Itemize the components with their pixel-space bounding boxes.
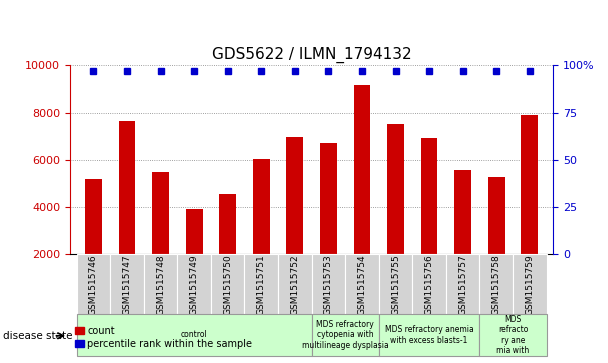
Bar bbox=[522, 115, 538, 254]
Text: GSM1515750: GSM1515750 bbox=[223, 254, 232, 315]
FancyBboxPatch shape bbox=[379, 254, 412, 316]
Bar bbox=[152, 172, 169, 254]
Bar bbox=[454, 170, 471, 254]
FancyBboxPatch shape bbox=[110, 254, 143, 316]
Bar bbox=[354, 85, 370, 254]
Bar bbox=[421, 138, 438, 254]
Bar bbox=[253, 159, 269, 254]
Bar bbox=[119, 121, 136, 254]
Bar bbox=[488, 178, 505, 254]
Title: GDS5622 / ILMN_1794132: GDS5622 / ILMN_1794132 bbox=[212, 46, 412, 62]
Text: GSM1515755: GSM1515755 bbox=[391, 254, 400, 315]
FancyBboxPatch shape bbox=[178, 254, 211, 316]
FancyBboxPatch shape bbox=[77, 314, 311, 356]
FancyBboxPatch shape bbox=[412, 254, 446, 316]
FancyBboxPatch shape bbox=[446, 254, 480, 316]
Text: GSM1515759: GSM1515759 bbox=[525, 254, 534, 315]
Text: GSM1515752: GSM1515752 bbox=[290, 254, 299, 315]
Text: GSM1515748: GSM1515748 bbox=[156, 254, 165, 315]
Text: control: control bbox=[181, 330, 207, 339]
Text: MDS refractory
cytopenia with
multilineage dysplasia: MDS refractory cytopenia with multilinea… bbox=[302, 320, 389, 350]
Text: GSM1515747: GSM1515747 bbox=[122, 254, 131, 315]
FancyBboxPatch shape bbox=[311, 254, 345, 316]
Bar bbox=[320, 143, 337, 254]
Text: GSM1515753: GSM1515753 bbox=[324, 254, 333, 315]
Text: disease state: disease state bbox=[3, 331, 72, 341]
Bar bbox=[219, 194, 236, 254]
Bar bbox=[85, 179, 102, 254]
Bar bbox=[387, 124, 404, 254]
Text: MDS refractory anemia
with excess blasts-1: MDS refractory anemia with excess blasts… bbox=[385, 325, 474, 344]
Text: GSM1515749: GSM1515749 bbox=[190, 254, 199, 315]
Text: MDS
refracto
ry ane
mia with: MDS refracto ry ane mia with bbox=[496, 315, 530, 355]
FancyBboxPatch shape bbox=[77, 254, 110, 316]
Text: GSM1515754: GSM1515754 bbox=[358, 254, 367, 315]
FancyBboxPatch shape bbox=[278, 254, 311, 316]
Text: GSM1515756: GSM1515756 bbox=[424, 254, 434, 315]
FancyBboxPatch shape bbox=[513, 254, 547, 316]
FancyBboxPatch shape bbox=[379, 314, 480, 356]
FancyBboxPatch shape bbox=[143, 254, 178, 316]
FancyBboxPatch shape bbox=[244, 254, 278, 316]
Text: GSM1515751: GSM1515751 bbox=[257, 254, 266, 315]
FancyBboxPatch shape bbox=[480, 314, 547, 356]
Text: GSM1515757: GSM1515757 bbox=[458, 254, 467, 315]
Bar bbox=[185, 209, 202, 254]
Legend: count, percentile rank within the sample: count, percentile rank within the sample bbox=[75, 326, 252, 349]
FancyBboxPatch shape bbox=[311, 314, 379, 356]
Text: GSM1515758: GSM1515758 bbox=[492, 254, 501, 315]
Text: GSM1515746: GSM1515746 bbox=[89, 254, 98, 315]
FancyBboxPatch shape bbox=[480, 254, 513, 316]
FancyBboxPatch shape bbox=[211, 254, 244, 316]
FancyBboxPatch shape bbox=[345, 254, 379, 316]
Bar bbox=[286, 137, 303, 254]
